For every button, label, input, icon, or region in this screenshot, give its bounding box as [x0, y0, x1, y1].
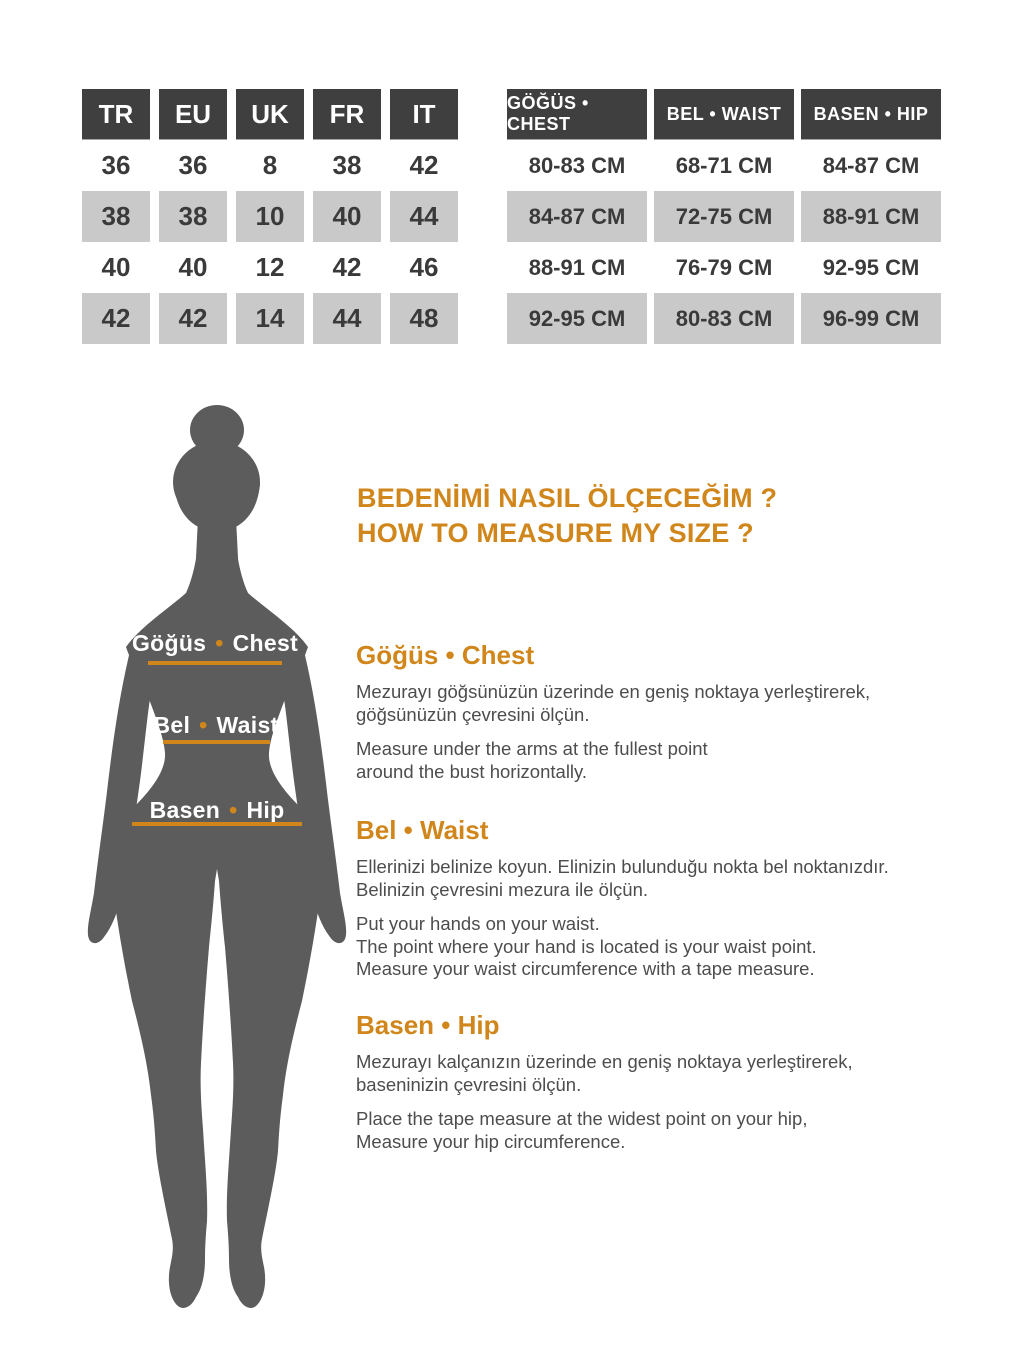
guide-title: BEDENİMİ NASIL ÖLÇECEĞİM ? HOW TO MEASUR…	[357, 481, 777, 551]
figure-label-hip-en: Hip	[246, 797, 285, 823]
measure-table-cell: 84-87 CM	[507, 191, 647, 242]
size-table-cell: 10	[236, 191, 304, 242]
size-table-cell: 40	[313, 191, 381, 242]
measure-line-chest	[148, 661, 282, 665]
bullet-separator: •	[199, 712, 208, 738]
size-table-cell: 38	[332, 150, 362, 180]
measure-table-header-waist: BEL • WAIST	[654, 89, 794, 139]
left-arm	[87, 651, 150, 944]
section-heading-hip: Basen • Hip	[356, 1010, 500, 1040]
measure-table-cell: 80-83 CM	[654, 293, 794, 344]
measure-table-cell: 72-75 CM	[654, 191, 794, 242]
measurement-figure	[72, 403, 362, 1313]
measure-table-cell: 92-95 CM	[507, 293, 647, 344]
bullet-separator: •	[229, 797, 238, 823]
guide-title-turkish: BEDENİMİ NASIL ÖLÇECEĞİM ?	[357, 483, 778, 513]
measure-line-hip	[132, 822, 302, 826]
size-table-cell: 42	[159, 293, 227, 344]
figure-label-hip: Basen • Hip	[150, 797, 285, 824]
size-table-cell: 36	[101, 150, 131, 180]
body-measurement-table: GÖĞÜS • CHEST BEL • WAIST BASEN • HIP 80…	[507, 89, 941, 344]
measure-table-cell: 80-83 CM	[528, 152, 626, 178]
torso-and-legs	[110, 503, 324, 1308]
size-table-cell: 44	[313, 293, 381, 344]
measure-table-cell: 88-91 CM	[801, 191, 941, 242]
size-conversion-table: TR EU UK FR IT 36 36 8 38 42 38 38 10 40…	[82, 89, 458, 344]
section-heading-waist: Bel • Waist	[356, 815, 489, 845]
section-heading-chest: Göğüs • Chest	[356, 640, 535, 670]
figure-label-chest-tr: Göğüs	[131, 630, 207, 656]
size-table-header-it: IT	[390, 89, 458, 139]
guide-section-waist: Bel • Waist Ellerinizi belinize koyun. E…	[356, 816, 976, 981]
size-table-cell: 42	[409, 150, 439, 180]
section-text-waist-english: Put your hands on your waist. The point …	[356, 913, 817, 979]
size-table-cell: 40	[178, 252, 208, 282]
measure-table-cell: 84-87 CM	[822, 152, 920, 178]
section-text-chest-turkish: Mezurayı göğsünüzün üzerinde en geniş no…	[356, 681, 871, 725]
measure-table-cell: 76-79 CM	[675, 254, 773, 280]
measure-table-cell: 92-95 CM	[822, 254, 920, 280]
guide-title-english: HOW TO MEASURE MY SIZE ?	[357, 518, 754, 548]
figure-label-chest-en: Chest	[232, 630, 299, 656]
measure-line-waist	[163, 740, 270, 744]
size-table-cell: 48	[390, 293, 458, 344]
section-text-hip-english: Place the tape measure at the widest poi…	[356, 1108, 808, 1152]
measure-table-header-hip: BASEN • HIP	[801, 89, 941, 139]
measure-table-cell: 88-91 CM	[528, 254, 626, 280]
size-table-cell: 36	[178, 150, 208, 180]
hair-bun	[190, 405, 244, 455]
figure-label-waist-en: Waist	[216, 712, 279, 738]
size-table-cell: 46	[409, 252, 439, 282]
size-table-cell: 44	[390, 191, 458, 242]
measure-table-cell: 68-71 CM	[675, 152, 773, 178]
guide-section-chest: Göğüs • Chest Mezurayı göğsünüzün üzerin…	[356, 641, 976, 783]
figure-label-chest: Göğüs • Chest	[132, 630, 298, 657]
figure-label-waist: Bel • Waist	[153, 712, 278, 739]
bullet-separator: •	[215, 630, 224, 656]
guide-section-hip: Basen • Hip Mezurayı kalçanızın üzerinde…	[356, 1011, 976, 1153]
female-silhouette	[87, 405, 347, 1308]
figure-label-waist-tr: Bel	[153, 712, 191, 738]
section-text-waist-turkish: Ellerinizi belinize koyun. Elinizin bulu…	[356, 856, 889, 900]
size-table-cell: 12	[255, 252, 285, 282]
size-table-cell: 14	[236, 293, 304, 344]
right-arm	[284, 651, 347, 944]
figure-label-hip-tr: Basen	[149, 797, 221, 823]
size-table-header-fr: FR	[313, 89, 381, 139]
size-table-header-uk: UK	[236, 89, 304, 139]
size-table-cell: 40	[101, 252, 131, 282]
size-table-cell: 42	[332, 252, 362, 282]
measure-table-header-chest: GÖĞÜS • CHEST	[507, 89, 647, 139]
size-table-cell: 42	[82, 293, 150, 344]
size-table-cell: 8	[262, 150, 278, 180]
size-table-cell: 38	[82, 191, 150, 242]
measure-table-cell: 96-99 CM	[801, 293, 941, 344]
size-table-header-eu: EU	[159, 89, 227, 139]
section-text-hip-turkish: Mezurayı kalçanızın üzerinde en geniş no…	[356, 1051, 853, 1095]
size-table-cell: 38	[159, 191, 227, 242]
section-text-chest-english: Measure under the arms at the fullest po…	[356, 738, 708, 782]
size-table-header-tr: TR	[82, 89, 150, 139]
